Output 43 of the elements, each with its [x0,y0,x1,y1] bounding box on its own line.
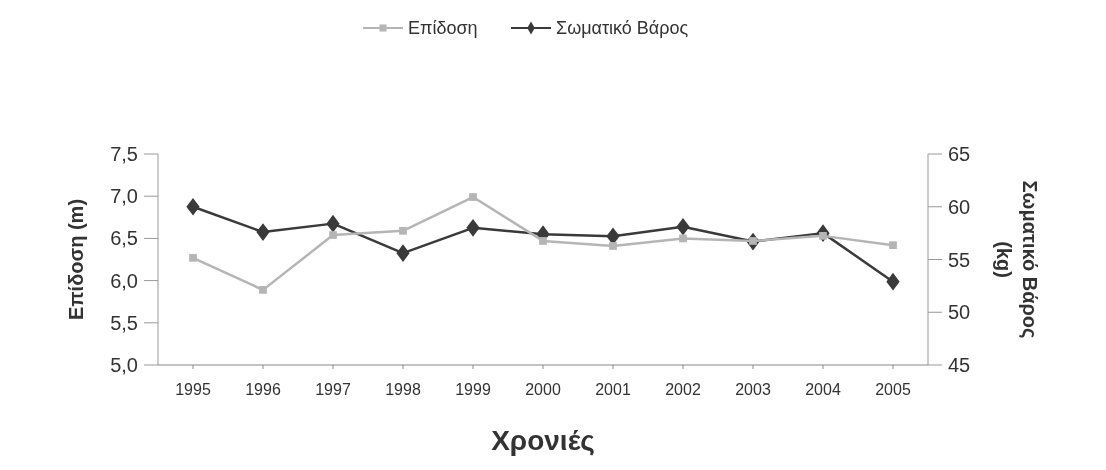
point [889,241,897,250]
point [259,286,267,294]
legend-label: Σωματικό Βάρος [556,18,689,38]
point [189,253,197,262]
point [399,226,407,235]
point [676,217,690,236]
x-tick-label: 2001 [595,381,631,398]
x-tick-label: 2000 [525,381,561,398]
point [186,197,200,216]
y-tick-label: 6,0 [110,269,138,292]
x-axis-title: Χρονιές [491,425,595,456]
point [396,244,410,262]
legend-label: Επίδοση [408,18,478,38]
point [886,272,900,291]
y2-tick-label: 50 [948,301,971,324]
y-tick-label: 5,0 [110,354,138,376]
x-tick-label: 2004 [805,381,841,398]
x-tick-label: 1999 [455,381,491,398]
x-tick-label: 1995 [175,381,211,398]
x-tick-label: 1998 [385,381,421,398]
y-axis-title: Επίδοση (m) [65,198,87,321]
y2-tick-label: 55 [948,248,971,271]
y-tick-label: 7,5 [110,143,138,165]
point [329,231,337,239]
point [256,223,270,241]
point [466,219,480,237]
x-tick-label: 1996 [245,381,281,398]
point [469,193,477,201]
x-tick-label: 1997 [315,381,351,398]
x-tick-label: 2002 [665,381,701,398]
y-tick-label: 6,5 [110,227,138,250]
y2-tick-label: 60 [948,195,971,218]
y-tick-label: 5,5 [110,311,138,334]
point [326,214,340,233]
y2-tick-label: 65 [948,143,971,165]
y2-axis-title: Σωματικό Βάρος (kg) [993,180,1041,339]
x-tick-label: 2003 [735,381,771,398]
point [609,242,617,250]
y-tick-label: 7,0 [110,185,138,208]
point [679,234,687,243]
point [539,237,547,245]
y2-tick-label: 45 [948,354,971,376]
x-tick-label: 2005 [875,381,911,398]
